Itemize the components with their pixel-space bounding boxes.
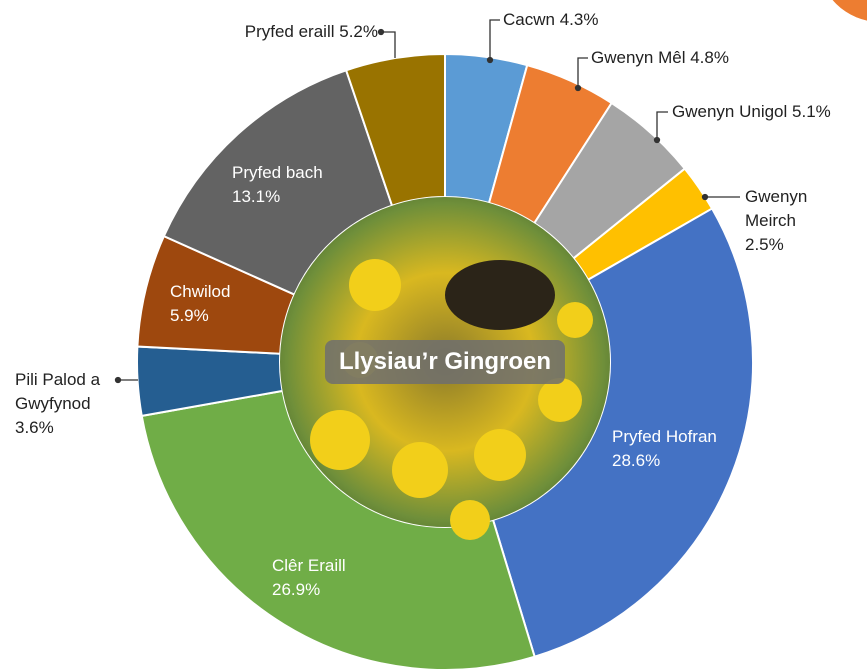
value-label: 2.5%	[745, 233, 825, 257]
leader-dot	[655, 138, 660, 143]
photo-bee	[445, 260, 555, 330]
leader-dot	[116, 378, 121, 383]
value-label: 26.9%	[272, 578, 346, 602]
leader-line	[657, 112, 668, 140]
slice-label: Gwenyn Mêl 4.8%	[591, 46, 729, 70]
category-name: Chwilod	[170, 280, 230, 304]
category-name: Clêr Eraill	[272, 554, 346, 578]
category-name: Pryfed Hofran	[612, 425, 717, 449]
value-label: 5.1%	[792, 102, 831, 121]
category-name: Pryfed eraill	[245, 22, 335, 41]
leader-dot	[488, 58, 493, 63]
category-name: Gwenyn Meirch	[745, 185, 825, 233]
value-label: 3.6%	[15, 416, 115, 440]
slice-label: Pryfed eraill 5.2%	[245, 20, 378, 44]
category-name: Pryfed bach	[232, 161, 323, 185]
leader-line	[578, 58, 588, 88]
value-label: 4.3%	[560, 10, 599, 29]
category-name: Gwenyn Unigol	[672, 102, 787, 121]
category-name: Pili Palod a Gwyfynod	[15, 368, 115, 416]
center-title: Llysiau’r Gingroen	[325, 340, 565, 384]
leader-dot	[703, 195, 708, 200]
leader-dot	[379, 30, 384, 35]
category-name: Gwenyn Mêl	[591, 48, 685, 67]
category-name: Cacwn	[503, 10, 555, 29]
value-label: 28.6%	[612, 449, 717, 473]
chart: Llysiau’r Gingroen Cacwn 4.3% Gwenyn Mêl …	[0, 0, 867, 670]
value-label: 13.1%	[232, 185, 323, 209]
leader-line	[490, 20, 500, 60]
leader-dot	[576, 86, 581, 91]
slice-label: Cacwn 4.3%	[503, 8, 598, 32]
corner-decoration	[818, 0, 867, 22]
value-label: 5.9%	[170, 304, 230, 328]
value-label: 4.8%	[690, 48, 729, 67]
leader-line	[381, 32, 395, 58]
value-label: 5.2%	[339, 22, 378, 41]
slice-label: Gwenyn Unigol 5.1%	[672, 100, 831, 124]
